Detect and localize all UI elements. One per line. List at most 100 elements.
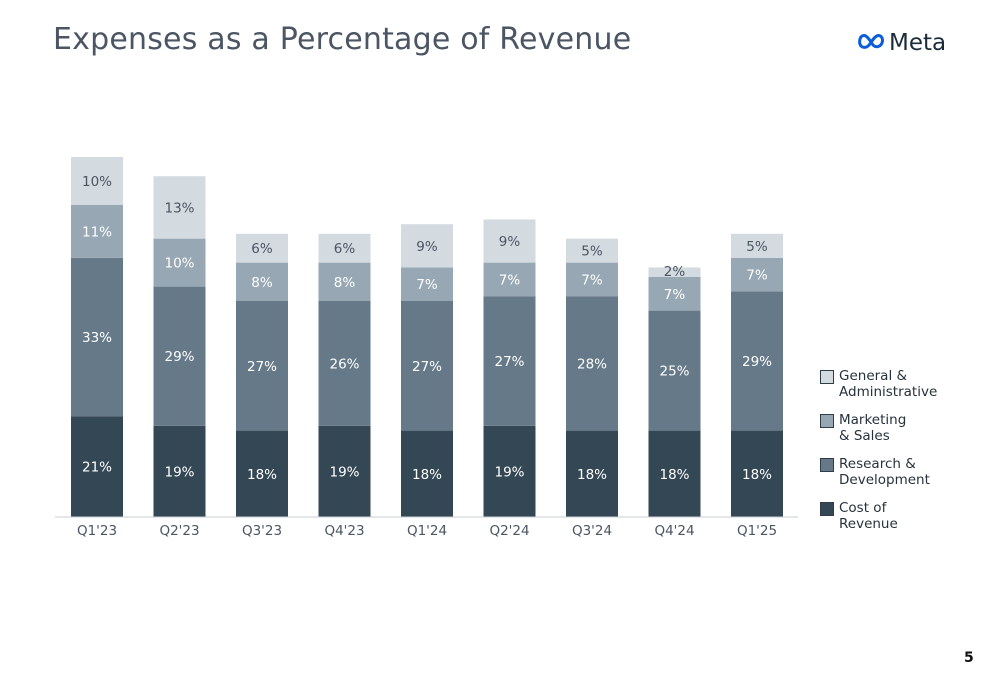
x-tick-label: Q2'24 bbox=[489, 523, 529, 539]
bar-segment bbox=[318, 233, 371, 263]
bar-segment bbox=[483, 296, 536, 426]
data-label: 18% bbox=[659, 467, 689, 483]
data-label: 28% bbox=[577, 356, 607, 372]
bar-segment bbox=[236, 233, 288, 263]
bar-segment bbox=[153, 238, 206, 287]
legend-item-general-administrative: General & Administrative bbox=[820, 368, 959, 400]
legend-swatch-cost-of-revenue bbox=[820, 502, 834, 516]
bar-segment bbox=[401, 301, 453, 431]
data-label: 21% bbox=[82, 460, 112, 476]
data-label: 10% bbox=[164, 256, 194, 272]
bar-segment bbox=[71, 416, 123, 517]
data-label: 18% bbox=[412, 467, 442, 483]
data-label: 19% bbox=[329, 464, 359, 480]
data-label: 27% bbox=[247, 359, 277, 375]
x-tick-label: Q4'24 bbox=[654, 523, 694, 539]
data-label: 5% bbox=[746, 239, 768, 255]
x-tick-label: Q4'23 bbox=[324, 523, 364, 539]
bar-segment bbox=[731, 233, 783, 258]
bar-segment bbox=[318, 262, 371, 301]
data-label: 9% bbox=[416, 239, 438, 255]
bar-segment bbox=[401, 224, 453, 268]
legend-swatch-general-administrative bbox=[820, 370, 834, 384]
bar-segment bbox=[731, 291, 783, 431]
bar-segment bbox=[566, 262, 618, 297]
data-label: 13% bbox=[164, 200, 194, 216]
bar-segment bbox=[648, 310, 701, 431]
legend-swatch-marketing-sales bbox=[820, 414, 834, 428]
data-label: 11% bbox=[82, 224, 112, 240]
data-label: 7% bbox=[581, 272, 603, 288]
meta-logo-text: Meta bbox=[889, 30, 947, 56]
data-label: 19% bbox=[164, 464, 194, 480]
data-label: 33% bbox=[82, 330, 112, 346]
bar-segment bbox=[153, 286, 206, 426]
data-label: 7% bbox=[664, 287, 686, 303]
bar-segment bbox=[566, 296, 618, 431]
bar-segment bbox=[153, 425, 206, 517]
legend-item-research-development: Research & Development bbox=[820, 456, 959, 488]
bar-segment bbox=[236, 430, 288, 517]
bar-segment bbox=[731, 430, 783, 517]
data-label: 19% bbox=[494, 464, 524, 480]
data-label: 7% bbox=[499, 272, 521, 288]
legend-label: Marketing & Sales bbox=[839, 412, 907, 444]
data-label: 27% bbox=[412, 359, 442, 375]
bar-segment bbox=[236, 262, 288, 301]
data-label: 25% bbox=[659, 364, 689, 380]
data-label: 18% bbox=[742, 467, 772, 483]
data-label: 18% bbox=[577, 467, 607, 483]
data-label: 7% bbox=[416, 277, 438, 293]
bar-segment bbox=[401, 430, 453, 517]
chart-legend: General & Administrative Marketing & Sal… bbox=[820, 368, 959, 544]
legend-label: Research & Development bbox=[839, 456, 930, 488]
bar-segment bbox=[648, 267, 701, 277]
x-tick-label: Q3'23 bbox=[242, 523, 282, 539]
meta-infinity-icon bbox=[858, 33, 885, 53]
data-label: 18% bbox=[247, 467, 277, 483]
bar-segment bbox=[483, 262, 536, 297]
legend-item-cost-of-revenue: Cost of Revenue bbox=[820, 500, 959, 532]
bar-segment bbox=[648, 430, 701, 517]
bar-segment bbox=[566, 238, 618, 263]
data-label: 5% bbox=[581, 244, 603, 260]
bar-segment bbox=[318, 301, 371, 426]
bar-segment bbox=[71, 205, 123, 258]
bar-segment bbox=[566, 430, 618, 517]
data-label: 2% bbox=[664, 264, 686, 280]
page-title: Expenses as a Percentage of Revenue bbox=[53, 22, 632, 57]
data-label: 27% bbox=[494, 354, 524, 370]
data-label: 8% bbox=[334, 275, 356, 291]
bar-segment bbox=[483, 425, 536, 517]
data-label: 10% bbox=[82, 174, 112, 190]
x-tick-label: Q3'24 bbox=[572, 523, 612, 539]
data-label: 7% bbox=[746, 268, 768, 284]
x-tick-label: Q1'23 bbox=[77, 523, 117, 539]
bar-segment bbox=[483, 219, 536, 263]
bar-segment bbox=[71, 257, 123, 417]
bar-segment bbox=[401, 267, 453, 301]
x-tick-label: Q1'24 bbox=[407, 523, 447, 539]
meta-logo: Meta bbox=[858, 30, 946, 56]
bar-segment bbox=[236, 301, 288, 431]
bar-segment bbox=[318, 425, 371, 517]
legend-item-marketing-sales: Marketing & Sales bbox=[820, 412, 959, 444]
data-label: 29% bbox=[742, 354, 772, 370]
x-tick-label: Q1'25 bbox=[737, 523, 777, 539]
bar-segment bbox=[153, 176, 206, 239]
data-label: 9% bbox=[499, 234, 521, 250]
bar-segment bbox=[731, 257, 783, 292]
page-number: 5 bbox=[964, 650, 974, 666]
data-label: 29% bbox=[164, 349, 194, 365]
x-tick-label: Q2'23 bbox=[159, 523, 199, 539]
data-label: 6% bbox=[334, 241, 356, 257]
legend-label: General & Administrative bbox=[839, 368, 938, 400]
bar-segment bbox=[71, 157, 123, 205]
data-label: 8% bbox=[251, 275, 273, 291]
legend-swatch-research-development bbox=[820, 458, 834, 472]
data-label: 26% bbox=[329, 356, 359, 372]
data-label: 6% bbox=[251, 241, 273, 257]
bar-segment bbox=[648, 277, 701, 311]
legend-label: Cost of Revenue bbox=[839, 500, 898, 532]
